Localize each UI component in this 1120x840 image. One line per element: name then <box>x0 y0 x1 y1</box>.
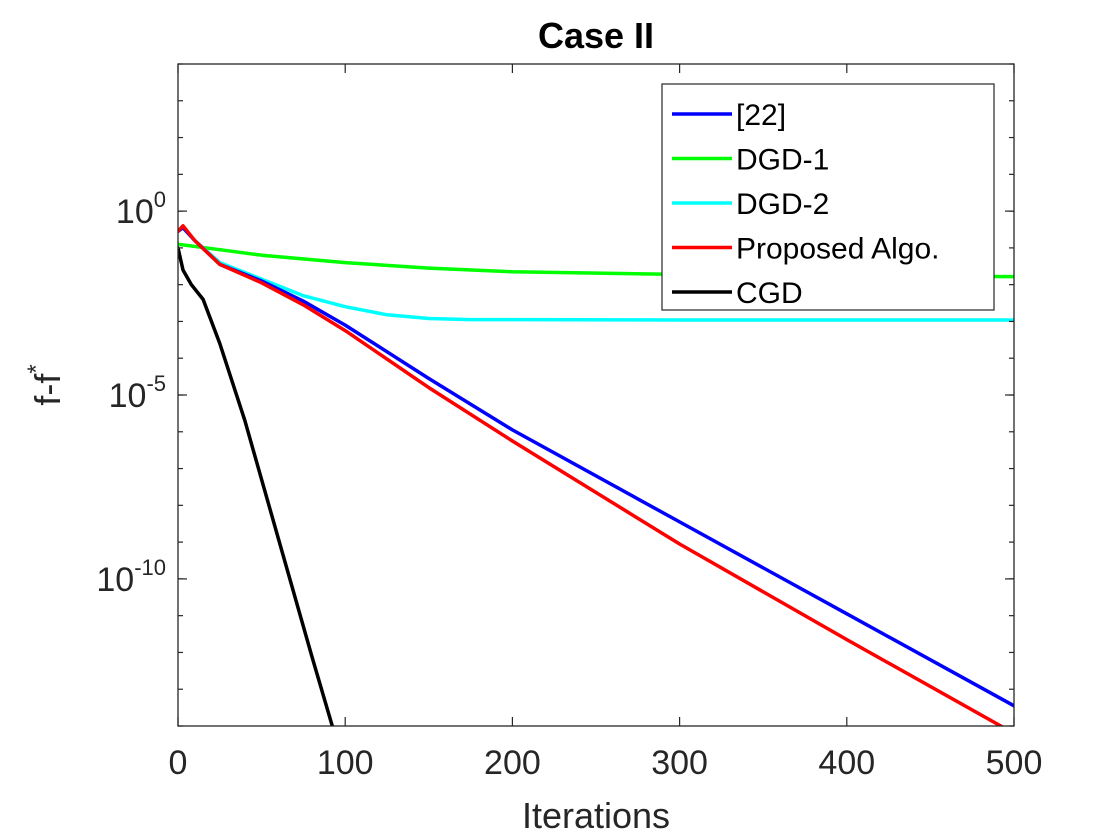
series-line-proposed-algo <box>178 224 1005 726</box>
y-tick-label: 10-10 <box>96 555 166 599</box>
x-tick-label: 200 <box>484 744 541 782</box>
axis-ticks: 0 100 200 300 400 500 100 10-5 10-10 <box>96 63 1043 782</box>
x-tick-label: 400 <box>818 744 875 782</box>
x-tick-label: 0 <box>169 744 188 782</box>
legend-label: DGD-1 <box>736 144 829 177</box>
legend-label: Proposed Algo. <box>736 233 939 266</box>
legend-label: CGD <box>736 277 803 310</box>
x-axis-label: Iterations <box>522 795 670 836</box>
chart-title: Case II <box>538 15 654 56</box>
legend-label: [22] <box>736 99 786 132</box>
x-tick-label: 100 <box>317 744 374 782</box>
x-tick-label: 300 <box>651 744 708 782</box>
y-axis-label: f-f* <box>23 364 68 405</box>
y-tick-label: 10-5 <box>109 371 166 415</box>
y-tick-label: 100 <box>116 187 166 231</box>
legend-label: DGD-2 <box>736 188 829 221</box>
x-tick-label: 500 <box>986 744 1043 782</box>
legend: [22] DGD-1 DGD-2 Proposed Algo. CGD <box>661 83 995 311</box>
series-line-cgd <box>178 246 335 726</box>
legend-box <box>661 83 995 311</box>
